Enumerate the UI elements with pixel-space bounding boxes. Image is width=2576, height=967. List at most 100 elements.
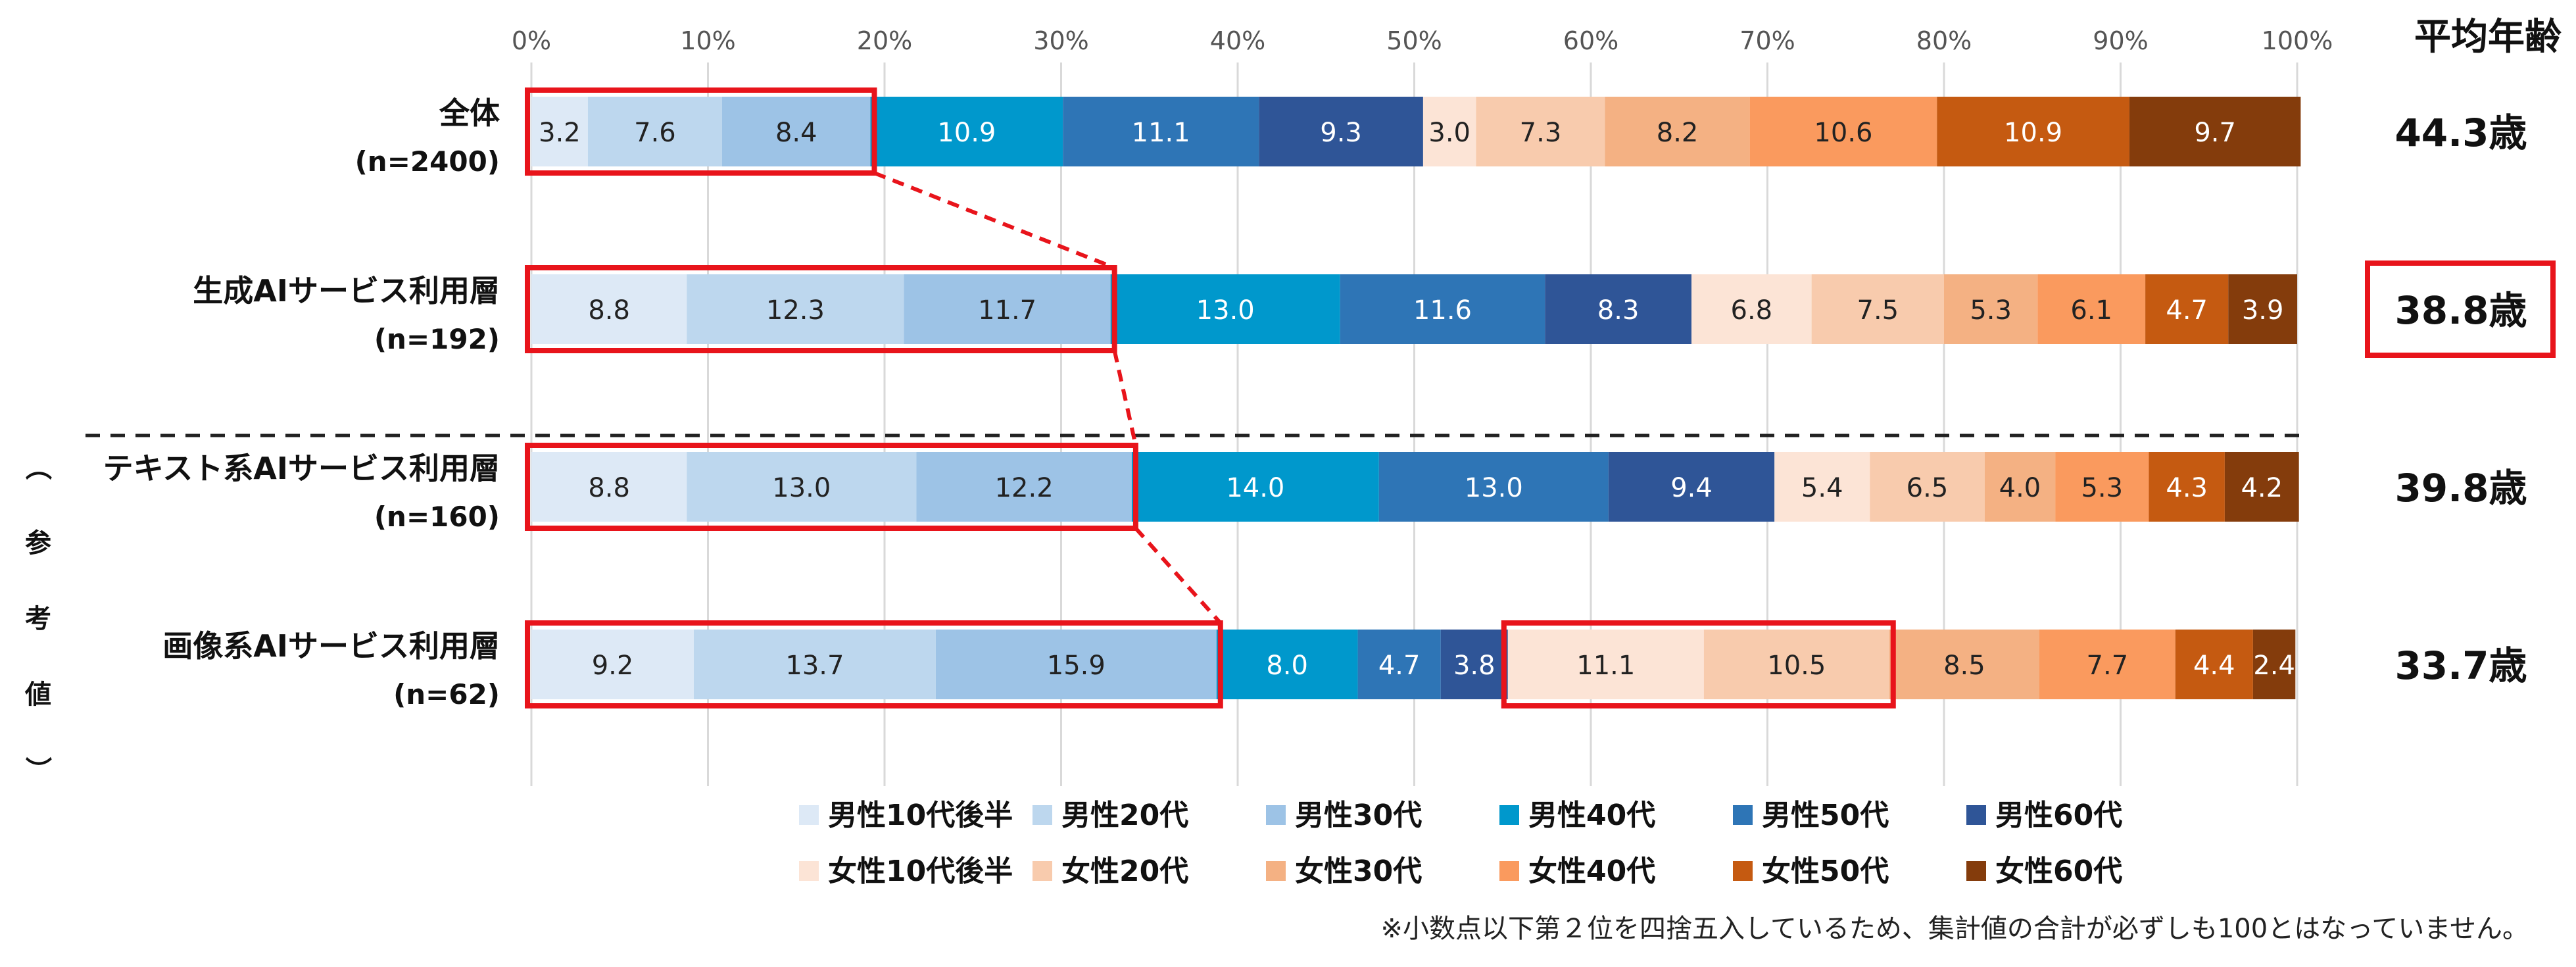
legend-label: 男性10代後半 (828, 799, 1013, 832)
data-label: 8.5 (1943, 651, 1985, 681)
data-label: 8.0 (1266, 651, 1308, 681)
bar-segment (531, 274, 687, 344)
data-label: 4.2 (2241, 473, 2283, 503)
x-tick-label: 40% (1210, 26, 1265, 55)
legend-label: 女性30代 (1295, 855, 1422, 888)
legend-swatch (1266, 861, 1286, 881)
data-label: 6.1 (2070, 295, 2112, 326)
avg-age-value: 33.7歳 (2394, 643, 2527, 688)
data-label: 4.0 (1999, 473, 2041, 503)
highlight-box (525, 265, 1117, 353)
data-label: 4.7 (1378, 651, 1421, 681)
legend-swatch (1966, 805, 1986, 825)
category-n-label: (n=192) (374, 323, 500, 355)
data-label: 11.1 (1576, 651, 1635, 681)
legend-swatch (799, 861, 819, 881)
bar-segment (1944, 274, 2038, 344)
highlight-boxes (525, 87, 1896, 708)
category-n-label: (n=62) (393, 678, 500, 710)
bar-segment (1811, 274, 1944, 344)
bar-segment (1378, 452, 1609, 522)
avg-age-values: 44.3歳 38.8歳 39.8歳 33.7歳 (2365, 111, 2556, 688)
data-label: 12.3 (766, 295, 825, 326)
bar-segment (1110, 274, 1340, 344)
legend-label: 女性60代 (1995, 855, 2122, 888)
bar-segment (687, 274, 904, 344)
avg-age-highlight-box (2365, 260, 2556, 358)
bar-segment (1608, 452, 1775, 522)
category-label: 全体 (439, 95, 500, 131)
data-label: 4.3 (2166, 473, 2208, 503)
category-n-label: (n=160) (374, 501, 500, 533)
bar-segment (1774, 452, 1870, 522)
bar-segment (2145, 274, 2229, 344)
legend-label: 女性20代 (1061, 855, 1188, 888)
bar-segment (1507, 630, 1704, 699)
highlight-box (525, 443, 1138, 531)
x-tick-label: 20% (857, 26, 912, 55)
data-label: 7.5 (1857, 295, 1899, 326)
data-label: 10.9 (937, 118, 996, 148)
legend-swatch (1033, 805, 1052, 825)
data-label: 3.9 (2242, 295, 2284, 326)
data-label: 3.8 (1453, 651, 1495, 681)
highlight-box (525, 87, 877, 176)
legend-swatch (1266, 805, 1286, 825)
bar-segment (2055, 452, 2149, 522)
reference-label-char: 考 (25, 604, 51, 634)
data-label: 8.2 (1657, 118, 1699, 148)
data-label: 10.9 (2004, 118, 2062, 148)
bar-segment (1889, 630, 2039, 699)
data-label: 7.6 (634, 118, 676, 148)
data-label: 11.7 (978, 295, 1036, 326)
bar-segment (2039, 630, 2175, 699)
bar-segment (1749, 97, 1937, 166)
legend-swatch (1499, 861, 1519, 881)
avg-age-value: 44.3歳 (2394, 111, 2527, 155)
data-label: 7.7 (2087, 651, 2129, 681)
legend-swatch (1733, 861, 1753, 881)
data-label: 5.3 (1970, 295, 2012, 326)
data-label: 10.5 (1767, 651, 1826, 681)
bar-segment (531, 97, 588, 166)
data-label: 11.1 (1132, 118, 1190, 148)
bar-segment (904, 274, 1111, 344)
category-labels: 全体 (n=2400) 生成AIサービス利用層 (n=192) テキスト系AIサービス利… (103, 95, 500, 710)
data-label: 13.0 (1465, 473, 1523, 503)
bar-segment (2228, 274, 2297, 344)
reference-label-char: 参 (25, 528, 51, 558)
data-label: 8.3 (1597, 295, 1640, 326)
x-tick-label: 80% (1916, 26, 1972, 55)
data-label: 13.7 (785, 651, 844, 681)
legend-label: 男性30代 (1295, 799, 1422, 832)
legend-swatch (799, 805, 819, 825)
data-label: 9.4 (1670, 473, 1713, 503)
legend-swatch (1966, 861, 1986, 881)
data-label: 8.4 (775, 118, 817, 148)
bar-segment (1870, 452, 1985, 522)
x-tick-label: 50% (1386, 26, 1442, 55)
bar-segment (587, 97, 722, 166)
bar-segment (1691, 274, 1812, 344)
highlight-box (1501, 620, 1896, 708)
legend-label: 男性20代 (1061, 799, 1188, 832)
x-tick-label: 30% (1033, 26, 1088, 55)
data-label: 10.6 (1814, 118, 1872, 148)
bar-segment (2224, 452, 2299, 522)
data-label: 14.0 (1226, 473, 1284, 503)
highlight-box (525, 620, 1223, 708)
bar-segment (2149, 452, 2225, 522)
bar-segment (935, 630, 1217, 699)
legend-swatch (1033, 861, 1052, 881)
bar-segment (1340, 274, 1545, 344)
legend-label: 女性40代 (1528, 855, 1655, 888)
legend-label: 男性50代 (1762, 799, 1889, 832)
bar-segment (2129, 97, 2301, 166)
bar-segment (1131, 452, 1379, 522)
bar-segment (1476, 97, 1605, 166)
bar-segment (1703, 630, 1889, 699)
category-n-label: (n=2400) (355, 145, 500, 178)
avg-age-value: 38.8歳 (2394, 288, 2527, 333)
